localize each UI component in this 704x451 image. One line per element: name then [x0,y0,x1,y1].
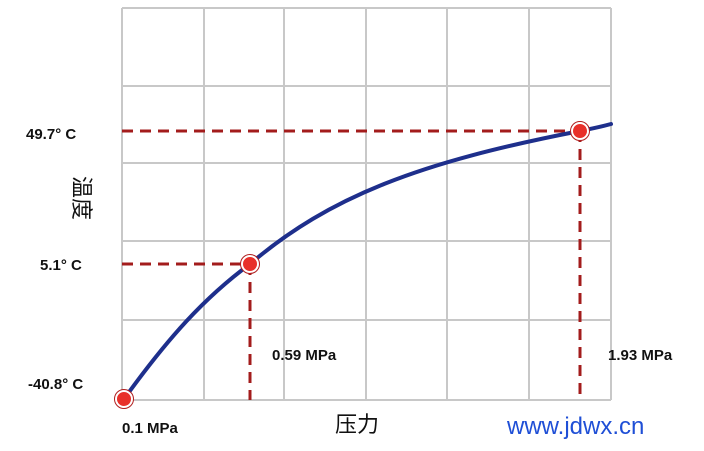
data-points [114,121,590,409]
data-point-ring-1 [114,389,134,409]
x-axis-title: 压力 [335,413,379,438]
grid [121,7,612,401]
y-label-point-3: 49.7° C [26,126,76,143]
x-label-point-3: 1.93 MPa [608,347,673,364]
data-point-1 [115,390,133,408]
watermark: www.jdwx.cn [506,413,644,440]
data-point-2 [241,255,259,273]
guide-lines [122,129,582,400]
y-label-point-2: 5.1° C [40,257,82,274]
x-label-point-2: 0.59 MPa [272,347,337,364]
x-label-point-1: 0.1 MPa [122,420,179,437]
y-label-point-1: -40.8° C [28,376,83,393]
data-point-ring-2 [240,254,260,274]
data-point-3 [571,122,589,140]
y-axis-title: 温度 [68,176,93,220]
saturation-curve [122,122,613,401]
data-point-ring-3 [570,121,590,141]
